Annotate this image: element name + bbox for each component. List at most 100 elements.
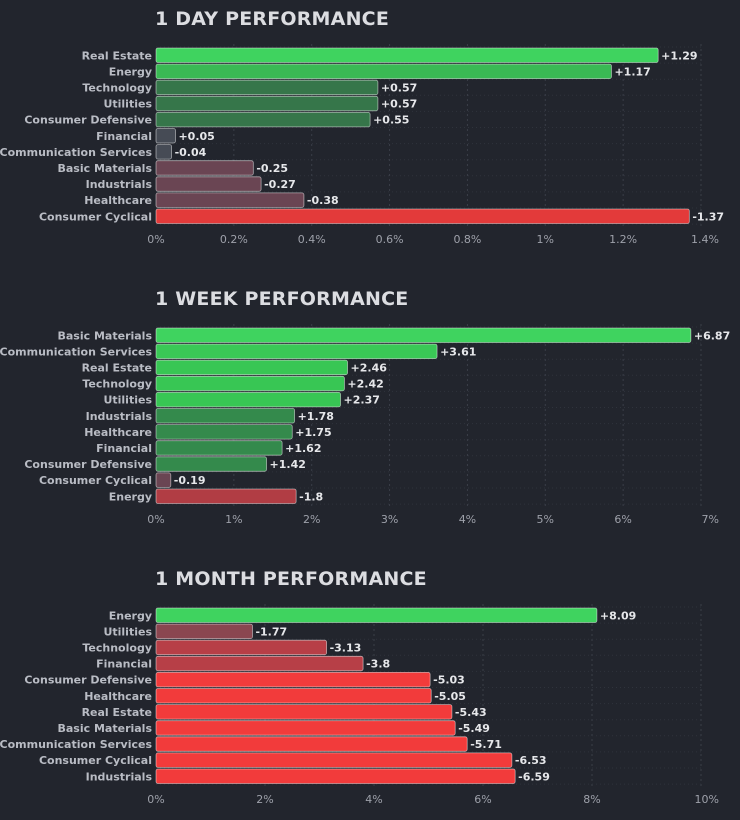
category-label: Energy: [109, 65, 152, 78]
x-tick-label: 0.2%: [220, 233, 248, 246]
value-label: -5.71: [470, 738, 502, 751]
day-performance-panel: 1 DAY PERFORMANCE Real Estate +1.29 Energy…: [0, 0, 740, 260]
value-label: -1.77: [255, 625, 287, 638]
bar: [155, 192, 305, 208]
category-label: Financial: [96, 442, 152, 455]
x-tick-label: 1%: [537, 233, 554, 246]
value-label: -6.59: [518, 770, 550, 783]
category-label: Basic Materials: [58, 329, 153, 342]
category-label: Real Estate: [82, 49, 152, 62]
x-tick-label: 6%: [614, 513, 631, 526]
value-label: -0.27: [264, 178, 296, 191]
category-label: Healthcare: [84, 690, 152, 703]
value-label: +1.75: [295, 426, 331, 439]
x-tick-label: 10%: [695, 793, 719, 806]
bar: [155, 768, 516, 784]
category-label: Consumer Defensive: [24, 674, 152, 687]
x-tick-label: 2%: [303, 513, 320, 526]
category-label: Technology: [82, 81, 152, 94]
value-label: +2.37: [344, 394, 380, 407]
bar: [155, 672, 431, 688]
x-tick-label: 6%: [474, 793, 491, 806]
value-label: +2.46: [351, 361, 388, 374]
bar: [155, 375, 345, 392]
value-label: +0.57: [381, 98, 417, 111]
chart-title: 1 DAY PERFORMANCE: [155, 8, 389, 30]
x-tick-label: 0%: [147, 233, 164, 246]
bar: [155, 639, 327, 656]
value-label: -5.49: [458, 722, 490, 735]
x-tick-label: 0.6%: [376, 233, 404, 246]
category-label: Healthcare: [84, 194, 152, 207]
x-tick-label: 3%: [381, 513, 398, 526]
value-label: +0.57: [381, 81, 417, 94]
bar: [155, 752, 513, 768]
x-tick-label: 8%: [583, 793, 600, 806]
bar: [155, 144, 172, 160]
x-tick-label: 1%: [225, 513, 242, 526]
bar: [155, 424, 293, 440]
bar: [155, 208, 690, 224]
value-label: -5.43: [455, 706, 487, 719]
bar: [155, 79, 379, 96]
value-label: -1.37: [692, 210, 724, 223]
x-tick-label: 4%: [365, 793, 382, 806]
value-label: +1.62: [285, 442, 321, 455]
bar: [155, 720, 456, 736]
category-label: Utilities: [103, 98, 152, 111]
bar: [155, 408, 295, 424]
category-label: Energy: [109, 490, 152, 503]
category-label: Consumer Cyclical: [39, 754, 152, 767]
bar: [155, 95, 379, 112]
value-label: +1.17: [614, 65, 650, 78]
value-label: +0.55: [373, 114, 409, 127]
x-tick-label: 1.2%: [609, 233, 637, 246]
bar: [155, 327, 692, 343]
category-label: Financial: [96, 130, 152, 143]
chart-title: 1 WEEK PERFORMANCE: [155, 288, 409, 310]
bar: [155, 472, 172, 488]
category-label: Consumer Defensive: [24, 458, 152, 471]
category-label: Real Estate: [82, 361, 152, 374]
category-label: Basic Materials: [58, 722, 153, 735]
category-label: Basic Materials: [58, 162, 153, 175]
value-label: -3.13: [330, 641, 362, 654]
x-tick-label: 0.4%: [298, 233, 326, 246]
bar: [155, 736, 468, 752]
category-label: Industrials: [86, 770, 153, 783]
category-label: Real Estate: [82, 706, 152, 719]
category-label: Energy: [109, 609, 152, 622]
value-label: +2.42: [347, 378, 383, 391]
category-label: Technology: [82, 641, 152, 654]
bar: [155, 607, 598, 623]
value-label: +6.87: [694, 329, 730, 342]
category-label: Consumer Cyclical: [39, 474, 152, 487]
category-label: Utilities: [103, 394, 152, 407]
bar: [155, 112, 371, 128]
category-label: Financial: [96, 658, 152, 671]
x-tick-label: 7%: [702, 513, 719, 526]
x-tick-label: 0%: [147, 513, 164, 526]
day-performance-chart: Real Estate +1.29 Energy +1.17 Technology +0.…: [0, 44, 724, 246]
bar: [155, 440, 283, 456]
bar: [155, 128, 176, 144]
value-label: -6.53: [515, 754, 547, 767]
bar: [155, 456, 267, 472]
bar: [155, 63, 612, 79]
value-label: +0.05: [178, 130, 214, 143]
x-tick-label: 0%: [147, 793, 164, 806]
value-label: +1.29: [661, 49, 697, 62]
x-tick-label: 0.8%: [453, 233, 481, 246]
value-label: -1.8: [299, 490, 323, 503]
bar: [155, 343, 438, 359]
x-tick-label: 5%: [537, 513, 554, 526]
bar: [155, 688, 432, 704]
category-label: Consumer Defensive: [24, 114, 152, 127]
category-label: Industrials: [86, 178, 153, 191]
x-tick-label: 2%: [256, 793, 273, 806]
category-label: Communication Services: [0, 146, 152, 159]
value-label: -3.8: [366, 658, 390, 671]
category-label: Utilities: [103, 625, 152, 638]
value-label: -0.38: [307, 194, 339, 207]
bar: [155, 176, 262, 192]
